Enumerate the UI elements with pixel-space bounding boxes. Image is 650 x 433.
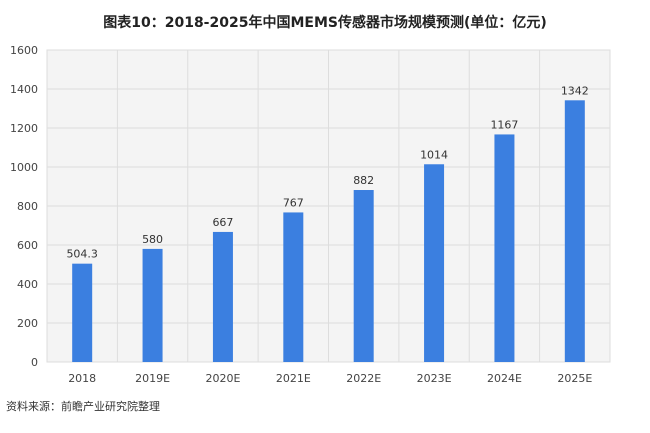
x-tick-label: 2021E (276, 372, 311, 385)
data-label: 667 (212, 216, 233, 229)
bar-2020E (212, 231, 233, 362)
data-label: 767 (283, 196, 304, 209)
y-tick-label: 1400 (10, 83, 38, 96)
x-tick-label: 2019E (135, 372, 170, 385)
data-label: 882 (353, 174, 374, 187)
data-label: 1342 (561, 84, 589, 97)
bar-2023E (424, 164, 445, 362)
data-label: 1014 (420, 148, 448, 161)
bar-2021E (283, 212, 304, 362)
bar-2019E (142, 248, 163, 362)
x-tick-label: 2022E (346, 372, 381, 385)
x-tick-label: 2024E (487, 372, 522, 385)
y-tick-label: 800 (17, 200, 38, 213)
x-tick-label: 2020E (205, 372, 240, 385)
x-tick-label: 2025E (557, 372, 592, 385)
y-tick-label: 0 (31, 356, 38, 369)
data-label: 504.3 (66, 248, 98, 261)
source-note: 资料来源：前瞻产业研究院整理 (6, 400, 160, 413)
chart-title: 图表10：2018-2025年中国MEMS传感器市场规模预测(单位：亿元) (103, 15, 547, 31)
bar-2018 (72, 263, 93, 362)
y-tick-label: 400 (17, 278, 38, 291)
y-tick-label: 200 (17, 317, 38, 330)
y-tick-label: 600 (17, 239, 38, 252)
y-tick-label: 1200 (10, 122, 38, 135)
data-label: 580 (142, 233, 163, 246)
bar-2022E (353, 190, 374, 362)
y-tick-label: 1000 (10, 161, 38, 174)
x-tick-label: 2018 (68, 372, 96, 385)
data-label: 1167 (490, 118, 518, 131)
x-tick-label: 2023E (417, 372, 452, 385)
bar-2025E (564, 100, 585, 362)
y-tick-label: 1600 (10, 44, 38, 57)
bar-2024E (494, 134, 515, 362)
